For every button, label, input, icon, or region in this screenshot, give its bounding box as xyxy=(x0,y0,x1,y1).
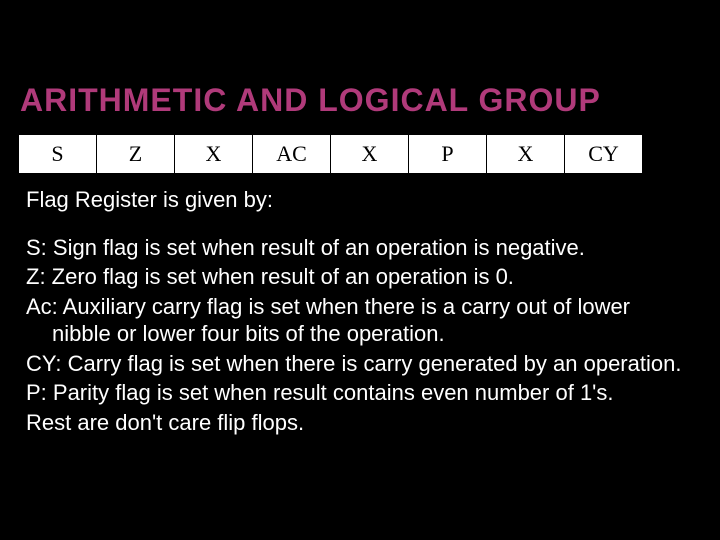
def-z: Z: Zero flag is set when result of an op… xyxy=(26,263,694,291)
slide-title: ARITHMETIC AND LOGICAL GROUP xyxy=(20,82,601,119)
flag-register-table: S Z X AC X P X CY xyxy=(18,134,643,174)
def-ac: Ac: Auxiliary carry flag is set when the… xyxy=(26,293,694,348)
table-row: S Z X AC X P X CY xyxy=(19,135,643,174)
def-cy: CY: Carry flag is set when there is carr… xyxy=(26,350,694,378)
intro-line: Flag Register is given by: xyxy=(26,186,694,214)
def-p: P: Parity flag is set when result contai… xyxy=(26,379,694,407)
def-s: S: Sign flag is set when result of an op… xyxy=(26,234,694,262)
rest-line: Rest are don't care flip flops. xyxy=(26,409,694,437)
flag-cell-p: P xyxy=(409,135,487,174)
flag-cell-x3: X xyxy=(487,135,565,174)
slide: ARITHMETIC AND LOGICAL GROUP S Z X AC X … xyxy=(0,0,720,540)
flag-cell-cy: CY xyxy=(565,135,643,174)
flag-cell-z: Z xyxy=(97,135,175,174)
body-content: Flag Register is given by: S: Sign flag … xyxy=(26,186,694,446)
flag-cell-x1: X xyxy=(175,135,253,174)
flag-cell-ac: AC xyxy=(253,135,331,174)
flag-cell-s: S xyxy=(19,135,97,174)
spacer xyxy=(26,224,694,234)
flag-cell-x2: X xyxy=(331,135,409,174)
